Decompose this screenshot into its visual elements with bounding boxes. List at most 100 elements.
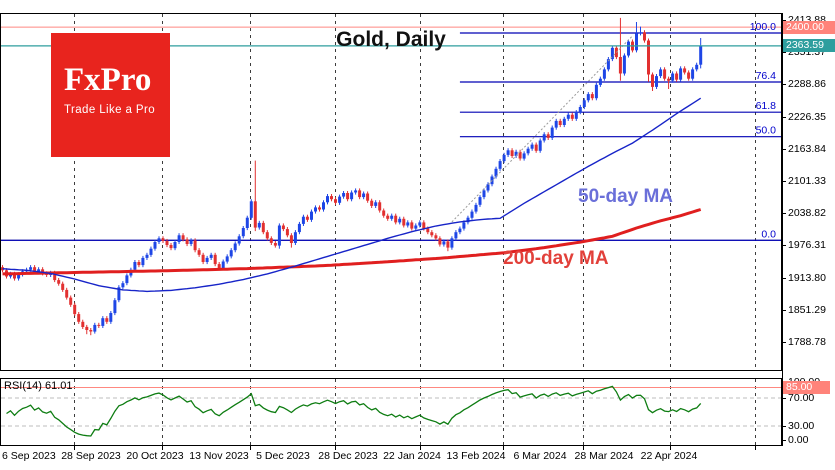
candle bbox=[57, 280, 61, 284]
date-label: 28 Mar 2024 bbox=[574, 450, 634, 462]
candle bbox=[418, 222, 422, 226]
candle bbox=[257, 222, 261, 228]
candle bbox=[289, 235, 293, 243]
candle bbox=[346, 193, 350, 200]
price-tick-label: 2101.33 bbox=[788, 175, 826, 187]
candle bbox=[85, 326, 89, 330]
candle bbox=[687, 72, 691, 79]
time-tick bbox=[74, 446, 75, 450]
fib-level-label: 0.0 bbox=[761, 228, 776, 240]
fib-level-label: 50.0 bbox=[756, 125, 777, 137]
candle bbox=[285, 229, 289, 236]
candle bbox=[269, 238, 273, 243]
candle bbox=[117, 287, 121, 301]
candle bbox=[386, 215, 390, 219]
candle bbox=[663, 69, 667, 79]
candle bbox=[422, 222, 426, 229]
candle bbox=[651, 74, 654, 87]
candle bbox=[558, 120, 562, 125]
date-label: 6 Mar 2024 bbox=[513, 450, 567, 462]
candle bbox=[265, 232, 269, 239]
candle bbox=[675, 73, 679, 80]
date-label: 13 Feb 2024 bbox=[446, 450, 506, 462]
candle bbox=[510, 150, 514, 156]
fib-level-label: 61.8 bbox=[756, 100, 777, 112]
candle bbox=[514, 151, 518, 156]
candle bbox=[610, 47, 614, 60]
candle bbox=[185, 239, 189, 244]
price-tick-label: 2288.86 bbox=[788, 78, 826, 90]
date-label: 20 Oct 2023 bbox=[126, 450, 184, 462]
candle bbox=[253, 201, 257, 228]
candle bbox=[249, 201, 253, 218]
candle bbox=[598, 78, 602, 85]
candle bbox=[402, 218, 406, 226]
candle bbox=[149, 248, 153, 255]
candle bbox=[647, 40, 650, 75]
candle bbox=[281, 225, 285, 230]
price-tick bbox=[782, 117, 786, 118]
candle bbox=[594, 84, 598, 99]
candle bbox=[157, 238, 161, 242]
candle bbox=[434, 235, 438, 239]
candle bbox=[197, 250, 201, 255]
time-tick bbox=[583, 446, 584, 450]
candle bbox=[245, 217, 249, 228]
candle bbox=[73, 304, 77, 315]
candle bbox=[606, 59, 610, 70]
candle bbox=[326, 196, 329, 203]
ma200-line[interactable] bbox=[2, 208, 702, 276]
trendline[interactable] bbox=[451, 35, 633, 223]
candle bbox=[506, 150, 510, 155]
candle bbox=[627, 41, 630, 56]
candle bbox=[378, 202, 382, 211]
price-tick bbox=[782, 20, 786, 21]
candle bbox=[37, 269, 41, 272]
candle bbox=[17, 274, 21, 279]
candle bbox=[534, 144, 538, 151]
candle bbox=[374, 202, 378, 206]
candle bbox=[113, 300, 117, 314]
candle bbox=[161, 238, 165, 241]
candle bbox=[217, 264, 221, 269]
candle bbox=[482, 190, 486, 198]
date-label: 28 Sep 2023 bbox=[61, 450, 121, 462]
date-label: 13 Nov 2023 bbox=[189, 450, 249, 462]
candle bbox=[334, 199, 337, 203]
rsi-chart-canvas[interactable] bbox=[0, 378, 782, 446]
candle bbox=[699, 45, 703, 65]
candle bbox=[101, 318, 105, 326]
candlesticks[interactable] bbox=[1, 17, 703, 336]
vertical-gridlines bbox=[74, 14, 756, 370]
candle bbox=[518, 151, 522, 159]
price-tick bbox=[782, 213, 786, 214]
candle bbox=[462, 222, 466, 229]
chart-title: Gold, Daily bbox=[336, 28, 446, 51]
date-label: 5 Dec 2023 bbox=[256, 450, 310, 462]
candle bbox=[69, 297, 73, 305]
ma50-annotation: 50-day MA bbox=[578, 186, 674, 207]
candle bbox=[29, 267, 33, 270]
candle bbox=[221, 261, 225, 269]
candle bbox=[277, 225, 281, 246]
date-label: 28 Dec 2023 bbox=[318, 450, 378, 462]
candle bbox=[145, 254, 149, 258]
fib-level-label: 100.0 bbox=[750, 21, 776, 33]
price-tick bbox=[782, 245, 786, 246]
rsi-tick bbox=[782, 440, 786, 441]
candle bbox=[430, 232, 434, 236]
candle bbox=[398, 218, 402, 223]
ma50-line[interactable] bbox=[2, 97, 702, 293]
candle bbox=[542, 134, 546, 141]
candle bbox=[293, 232, 297, 243]
candle bbox=[470, 211, 474, 218]
candle bbox=[370, 200, 374, 206]
candle bbox=[498, 161, 502, 169]
candle bbox=[41, 269, 45, 274]
fib-level-label: 76.4 bbox=[756, 70, 777, 82]
candle bbox=[538, 140, 542, 151]
price-tick-label: 2038.82 bbox=[788, 207, 826, 219]
candle bbox=[237, 236, 241, 244]
candle bbox=[639, 32, 642, 34]
candle bbox=[683, 68, 687, 73]
